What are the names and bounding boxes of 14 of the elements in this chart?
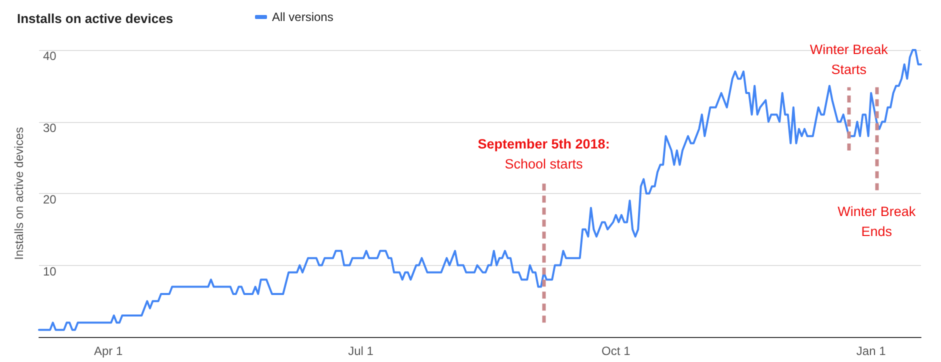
x-tick-label: Apr 1 — [94, 344, 124, 358]
y-tick-label: 20 — [43, 192, 57, 206]
chart-title: Installs on active devices — [17, 11, 174, 26]
y-tick-label: 30 — [43, 120, 57, 135]
y-tick-label: 10 — [43, 264, 57, 278]
ref-line-label: September 5th 2018: School starts — [478, 136, 610, 172]
ref-line-label: Winter Break Ends — [838, 204, 916, 239]
x-tick-label: Oct 1 — [602, 344, 631, 358]
y-axis-title: Installs on active devices — [12, 127, 26, 260]
legend-label: All versions — [272, 10, 334, 24]
y-tick-label: 40 — [43, 49, 57, 63]
ref-line-label: Winter Break Starts — [810, 42, 888, 77]
x-tick-label: Jul 1 — [348, 344, 374, 358]
x-tick-label: Jan 1 — [856, 344, 886, 358]
